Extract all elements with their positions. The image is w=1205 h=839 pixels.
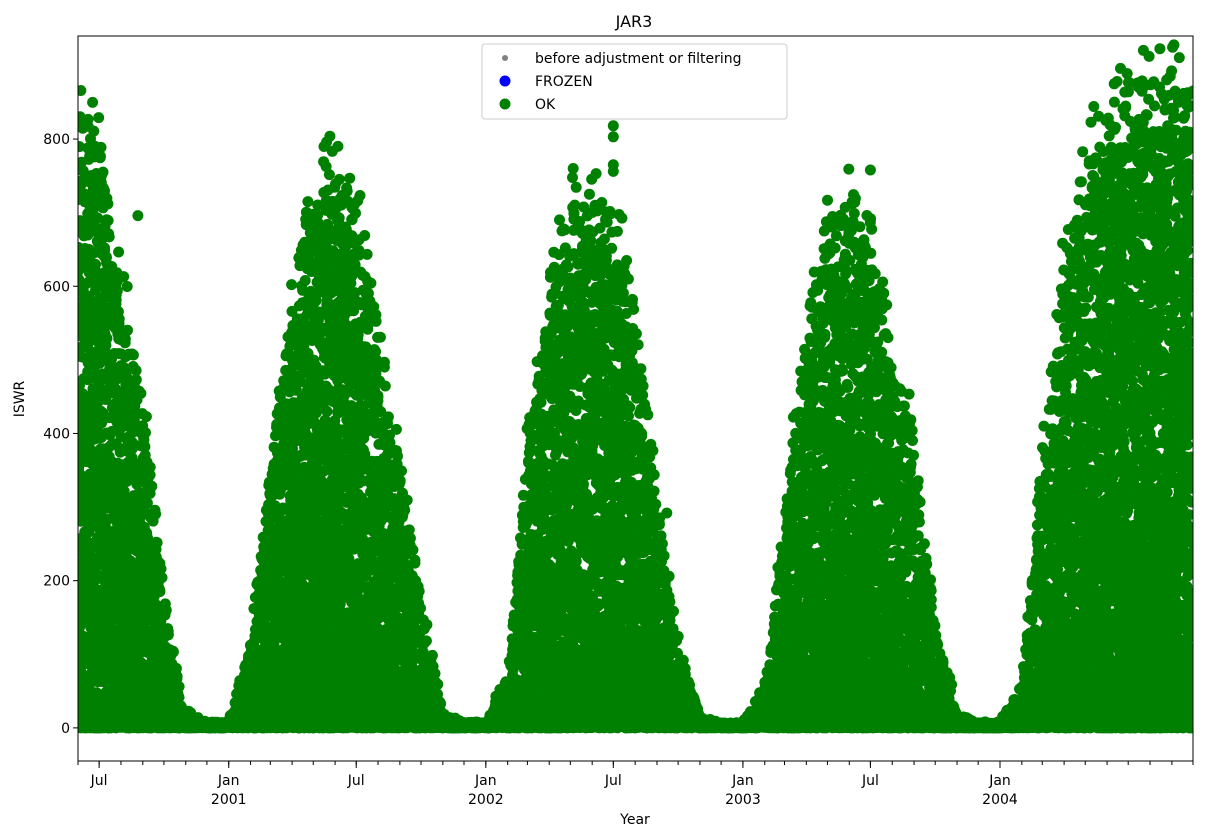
- ok-point: [113, 247, 124, 258]
- ok-point: [324, 169, 335, 180]
- ok-point: [128, 350, 139, 361]
- ok-point: [146, 481, 157, 492]
- ok-point: [334, 212, 345, 223]
- ok-point: [95, 152, 106, 163]
- ok-point: [102, 198, 113, 209]
- ok-point: [150, 509, 161, 520]
- ok-point: [93, 112, 104, 123]
- ok-point: [101, 333, 112, 344]
- ok-point: [96, 142, 107, 153]
- ok-point: [174, 681, 185, 692]
- ok-point: [118, 271, 129, 282]
- ok-point: [162, 629, 173, 640]
- ok-point: [160, 607, 171, 618]
- ok-point: [334, 174, 345, 185]
- ok-point: [302, 196, 313, 207]
- ok-point: [140, 427, 151, 438]
- ok-point: [141, 411, 152, 422]
- ok-point: [322, 406, 333, 417]
- ok-points: [72, 39, 1200, 733]
- ok-point: [103, 215, 114, 226]
- ok-point: [157, 572, 168, 583]
- ok-point: [139, 441, 150, 452]
- ok-point: [103, 228, 114, 239]
- ok-point: [87, 97, 98, 108]
- ok-point: [145, 462, 156, 473]
- chart-title: JAR3: [615, 12, 653, 31]
- ok-point: [131, 374, 142, 385]
- ok-point: [286, 279, 297, 290]
- ok-point: [120, 337, 131, 348]
- ok-point: [122, 281, 133, 292]
- ok-point: [88, 126, 99, 137]
- ok-point: [154, 585, 165, 596]
- ok-point: [135, 388, 146, 399]
- ok-point: [112, 285, 123, 296]
- ok-point: [171, 663, 182, 674]
- ok-point: [98, 167, 109, 178]
- ok-point: [122, 325, 133, 336]
- ok-point: [168, 646, 179, 657]
- ok-point: [300, 275, 311, 286]
